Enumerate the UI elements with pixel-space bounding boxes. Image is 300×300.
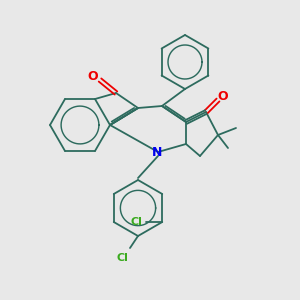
Text: N: N — [152, 146, 162, 158]
Text: Cl: Cl — [116, 253, 128, 263]
Text: O: O — [88, 70, 98, 83]
Text: Cl: Cl — [130, 217, 142, 227]
Text: O: O — [218, 89, 228, 103]
